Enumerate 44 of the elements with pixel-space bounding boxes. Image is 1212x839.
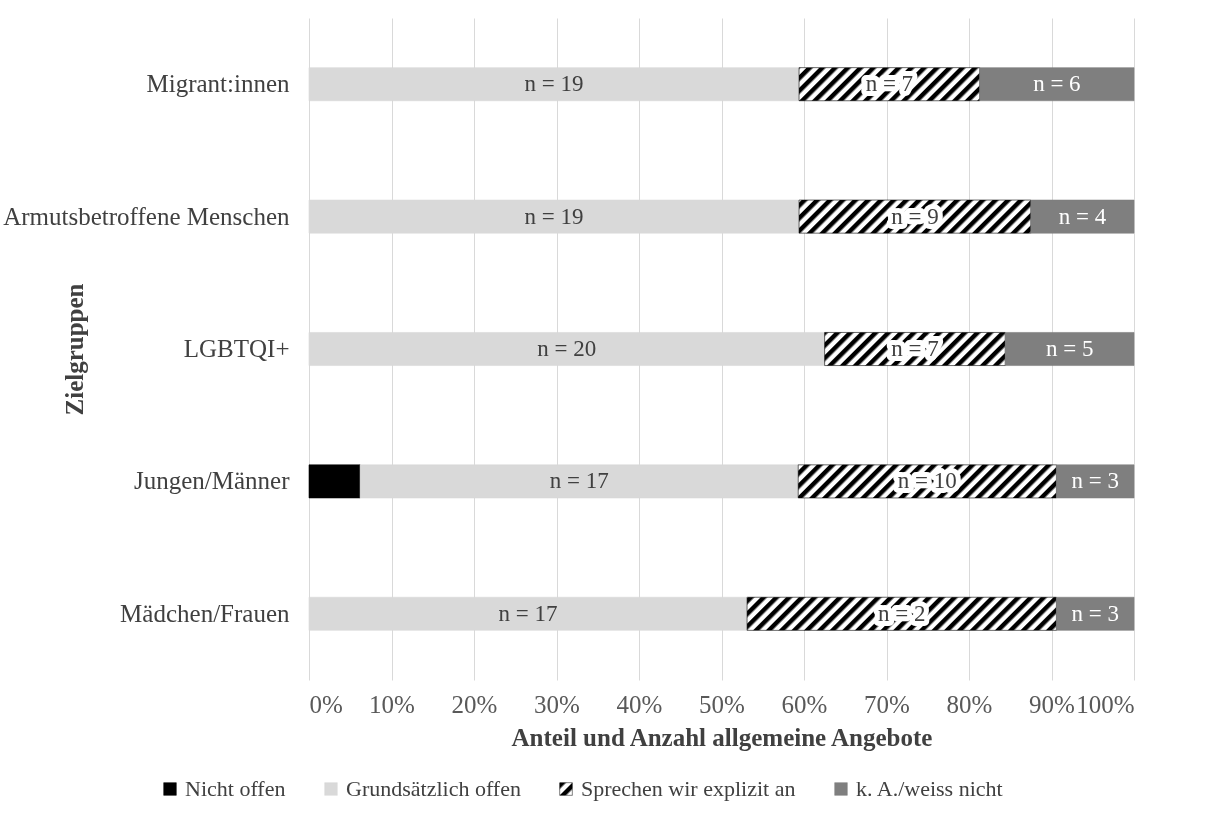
- y-tick-label: Jungen/Männer: [133, 467, 291, 495]
- bar: [1005, 332, 1135, 366]
- annotation: n = 7: [891, 336, 939, 361]
- bar: [308, 464, 361, 499]
- annotation: n = 5: [1045, 336, 1094, 361]
- bar: [1056, 464, 1135, 499]
- x-axis-title: Anteil und Anzahl allgemeine Angebote: [511, 723, 933, 751]
- y-tick-label: LGBTQI+: [183, 335, 290, 362]
- y-tick-label: Migrant:innen: [146, 70, 290, 98]
- x-tick-label: 80%: [946, 690, 993, 718]
- annotation: n = 9: [891, 203, 939, 229]
- annotation: n = 19: [524, 71, 584, 97]
- x-tick-label: 100%: [1076, 690, 1135, 718]
- annotation: n = 7: [865, 71, 914, 97]
- y-tick-label: Mädchen/Frauen: [120, 599, 290, 627]
- annotation: n = 17: [549, 468, 609, 494]
- x-tick-label: 20%: [451, 690, 498, 718]
- bar: [1030, 199, 1135, 234]
- annotation: n = 3: [1071, 600, 1119, 626]
- x-tick-label: 30%: [534, 690, 580, 718]
- annotation: n = 3: [1071, 468, 1119, 494]
- y-axis-title: Zielgruppen: [60, 283, 88, 416]
- annotation: n = 20: [537, 336, 597, 361]
- annotation: n = 6: [1033, 71, 1081, 97]
- legend-label: Nicht offen: [185, 776, 286, 801]
- bar: [1056, 596, 1135, 631]
- annotation: n = 10: [897, 468, 957, 494]
- x-tick-label: 0%: [309, 690, 343, 718]
- legend-label: Grundsätzlich offen: [346, 776, 521, 801]
- x-tick-label: 90%: [1029, 690, 1075, 718]
- x-tick-label: 50%: [699, 690, 745, 718]
- x-tick-label: 60%: [781, 690, 828, 718]
- bar: [979, 67, 1135, 102]
- annotation: n = 2: [878, 600, 926, 626]
- x-tick-label: 70%: [864, 690, 910, 718]
- annotation: n = 19: [524, 203, 584, 229]
- legend-label: k. A./weiss nicht: [856, 776, 1003, 801]
- annotation: n = 4: [1058, 203, 1107, 229]
- x-tick-label: 40%: [616, 690, 663, 718]
- x-tick-label: 10%: [369, 690, 415, 718]
- legend-label: Sprechen wir explizit an: [581, 776, 796, 801]
- y-tick-label: Armutsbetroffene Menschen: [3, 202, 290, 230]
- annotation: n = 17: [498, 600, 558, 626]
- bar: [746, 596, 1057, 631]
